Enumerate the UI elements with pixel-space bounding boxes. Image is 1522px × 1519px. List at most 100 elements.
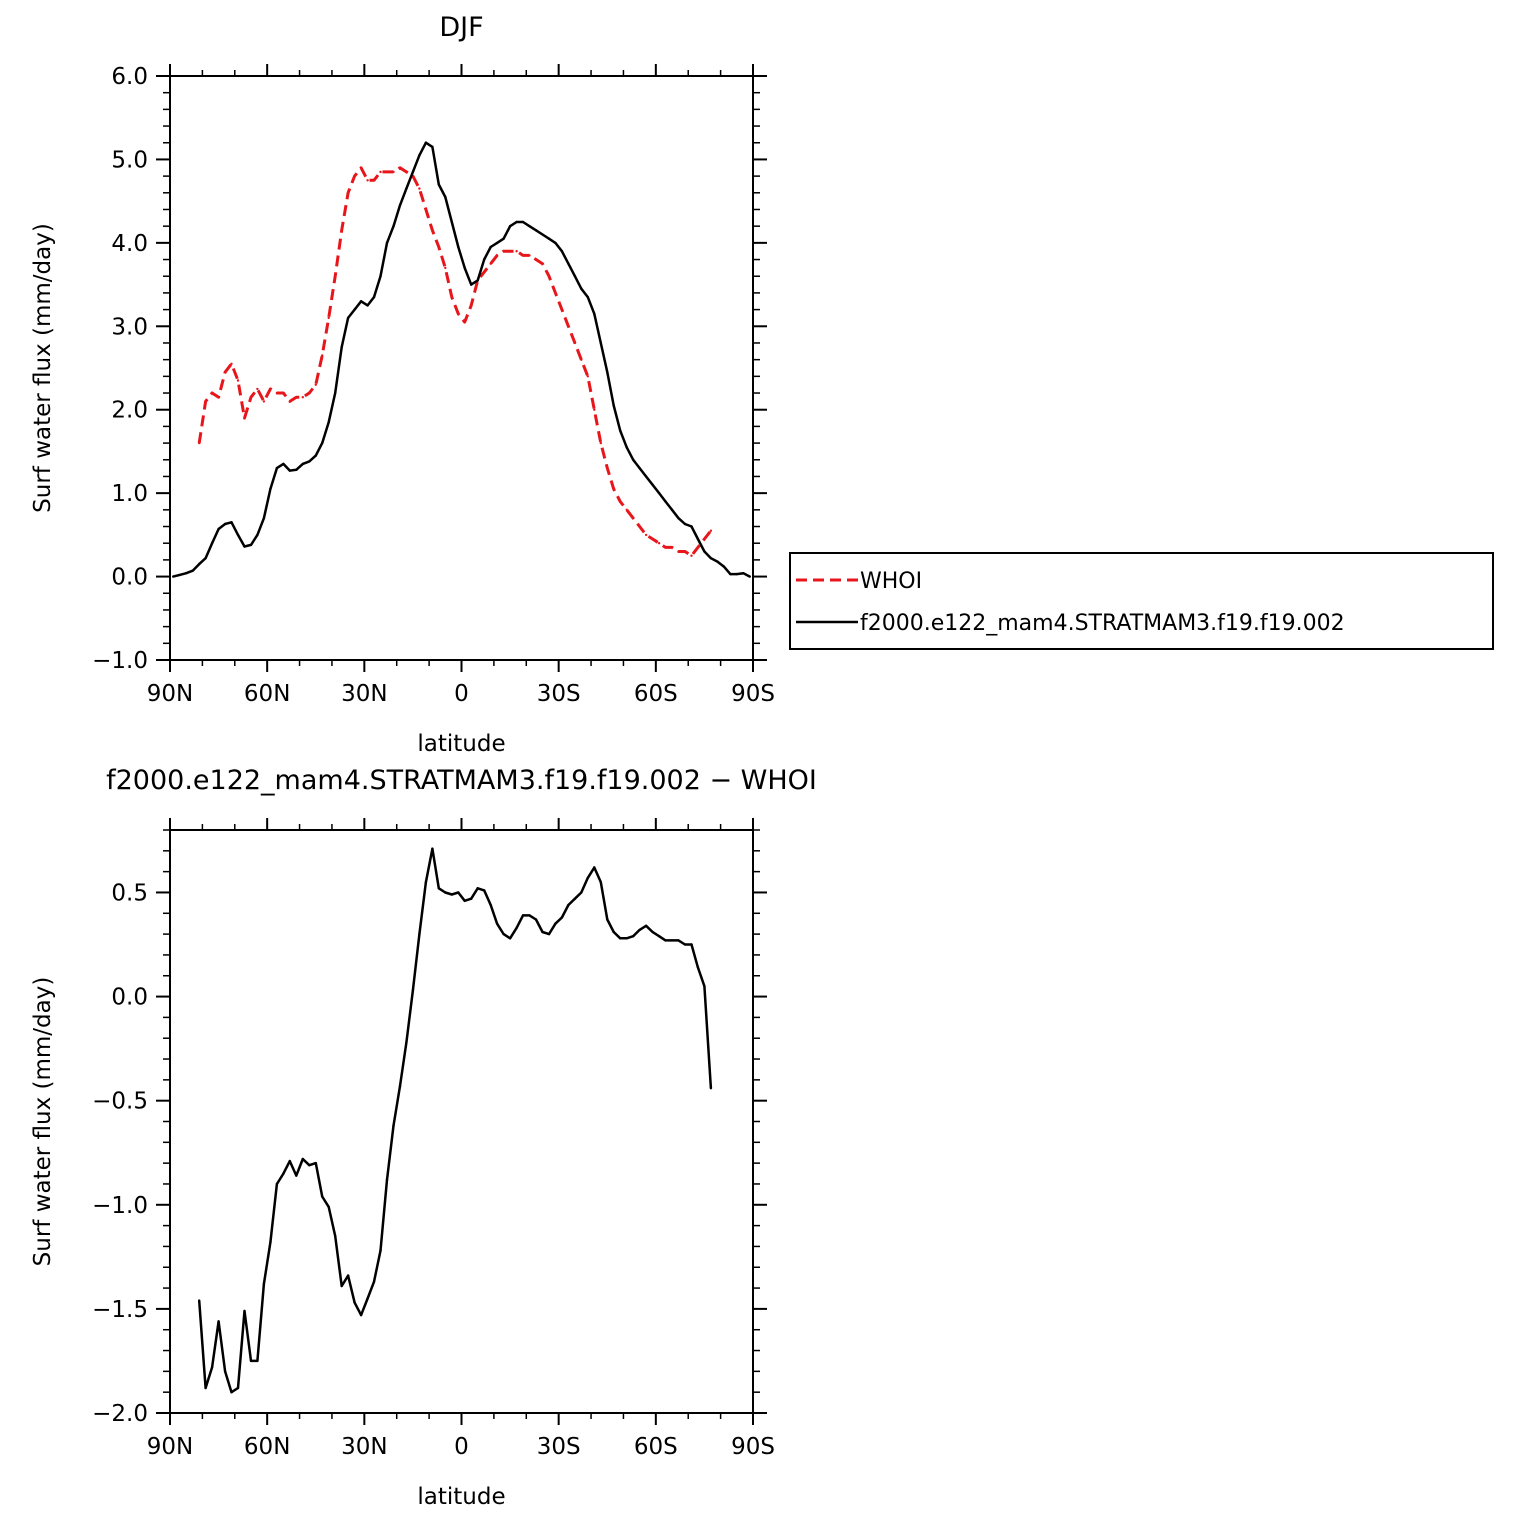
data-point xyxy=(340,229,343,232)
data-point xyxy=(632,935,635,938)
x-tick-label: 60N xyxy=(244,1434,290,1460)
data-point xyxy=(651,930,654,934)
data-point xyxy=(489,245,492,249)
data-point xyxy=(541,930,544,934)
data-point xyxy=(223,522,227,526)
data-point xyxy=(321,1195,324,1198)
data-point xyxy=(327,1205,330,1209)
data-point xyxy=(379,170,382,174)
y-tick-label: 0.5 xyxy=(111,880,148,906)
data-point xyxy=(379,275,382,278)
data-point xyxy=(372,295,376,299)
data-point xyxy=(398,204,402,207)
legend-label: f2000.e122_mam4.STRATMAM3.f19.f19.002 xyxy=(860,611,1345,636)
data-point xyxy=(314,454,317,457)
data-point xyxy=(683,522,687,526)
data-point xyxy=(554,291,557,295)
data-point xyxy=(185,572,188,575)
data-point xyxy=(547,237,551,240)
data-point xyxy=(703,985,706,988)
data-point xyxy=(599,341,602,345)
data-point xyxy=(670,546,674,549)
data-point xyxy=(334,1234,337,1238)
data-point xyxy=(709,529,713,532)
data-point xyxy=(198,1299,201,1302)
chart-title: DJF xyxy=(439,12,483,43)
y-tick-label: −1.5 xyxy=(92,1297,148,1323)
data-point xyxy=(677,550,680,553)
data-point xyxy=(385,1178,389,1182)
data-point xyxy=(599,880,602,884)
data-point xyxy=(567,903,570,907)
data-point xyxy=(398,166,402,169)
data-point xyxy=(450,295,453,299)
y-tick-label: 4.0 xyxy=(111,231,148,257)
data-point xyxy=(612,487,615,491)
data-point xyxy=(204,1386,207,1390)
data-point xyxy=(172,575,175,578)
x-tick-label: 0 xyxy=(454,1434,469,1460)
data-point xyxy=(392,225,395,228)
data-point xyxy=(735,572,738,576)
data-point xyxy=(217,527,220,531)
data-point xyxy=(223,1370,227,1373)
data-point xyxy=(489,262,492,265)
y-tick-label: −1.0 xyxy=(92,1193,148,1219)
data-point xyxy=(198,562,201,566)
data-point xyxy=(236,1386,240,1390)
data-point xyxy=(606,918,609,921)
data-point xyxy=(230,521,233,524)
data-point xyxy=(502,250,505,253)
data-point xyxy=(521,220,525,224)
data-point xyxy=(314,383,317,386)
data-point xyxy=(638,525,641,528)
x-tick-label: 30N xyxy=(341,1434,387,1460)
data-point xyxy=(204,400,207,403)
data-point xyxy=(385,170,389,174)
plot-frame xyxy=(169,829,754,1414)
data-point xyxy=(295,1174,298,1177)
x-tick-label: 30S xyxy=(537,681,581,707)
data-point xyxy=(748,575,751,578)
data-point xyxy=(625,937,628,940)
data-point xyxy=(560,250,564,253)
data-point xyxy=(262,517,266,520)
x-tick-label: 90S xyxy=(731,1434,775,1460)
x-tick-label: 60S xyxy=(634,681,678,707)
data-point xyxy=(366,179,369,182)
data-point xyxy=(217,1320,220,1323)
data-point xyxy=(560,916,564,919)
data-point xyxy=(198,441,201,445)
data-point xyxy=(385,241,389,245)
data-point xyxy=(651,483,654,486)
x-tick-label: 0 xyxy=(454,681,469,707)
x-tick-label: 90S xyxy=(731,681,775,707)
data-point xyxy=(515,926,518,930)
data-point xyxy=(457,891,460,894)
data-point xyxy=(392,1124,395,1127)
data-point xyxy=(359,1313,363,1317)
data-point xyxy=(353,308,356,311)
data-point xyxy=(690,525,693,528)
data-point xyxy=(282,1172,285,1175)
data-point xyxy=(483,258,486,261)
data-point xyxy=(612,930,615,934)
data-point xyxy=(372,1280,376,1284)
data-point xyxy=(359,300,363,303)
data-point xyxy=(346,316,350,320)
data-point xyxy=(567,325,570,328)
data-point xyxy=(249,543,253,547)
data-point xyxy=(586,876,589,880)
data-point xyxy=(411,170,415,174)
data-point xyxy=(470,283,473,286)
x-tick-label: 90N xyxy=(147,681,193,707)
data-point xyxy=(547,275,551,278)
data-point xyxy=(353,1301,356,1304)
y-axis-title: Surf water flux (mm/day) xyxy=(30,977,56,1267)
data-point xyxy=(282,391,285,395)
data-point xyxy=(521,254,525,257)
y-axis-title: Surf water flux (mm/day) xyxy=(30,223,56,513)
y-tick-label: 3.0 xyxy=(111,314,148,340)
data-point xyxy=(534,258,538,261)
data-point xyxy=(696,537,700,541)
